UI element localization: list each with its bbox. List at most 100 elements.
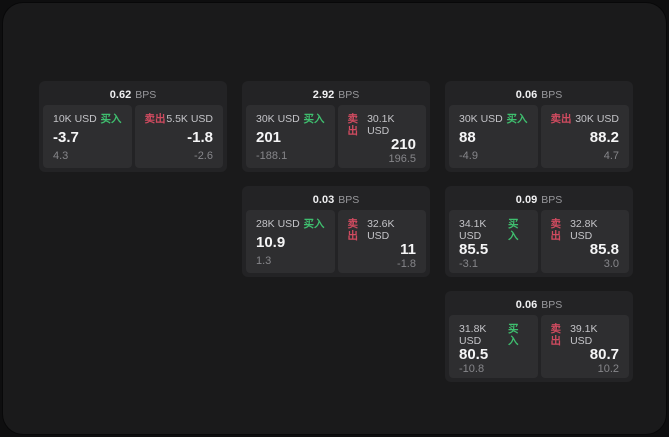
buy-price: 201 [256, 128, 282, 146]
card-header: 0.03 BPS [246, 190, 426, 210]
quote-panels: 34.1K USD 买入 85.5 -3.1 卖出 32.8K USD 85.8… [449, 210, 629, 273]
bps-unit-label: BPS [541, 89, 563, 101]
buy-panel-top: 31.8K USD 买入 [459, 323, 528, 347]
buy-sub-value: -188.1 [256, 150, 288, 162]
sell-price: 80.7 [589, 346, 619, 363]
buy-amount: 34.1K USD [459, 218, 487, 242]
sell-price: 88.2 [589, 128, 619, 146]
sell-panel[interactable]: 卖出 30K USD 88.2 4.7 [540, 105, 629, 168]
sell-sub-value: 10.2 [597, 363, 619, 375]
bps-value: 0.06 [515, 89, 538, 101]
buy-amount: 31.8K USD [459, 323, 487, 347]
buy-sub-value: 4.3 [53, 150, 69, 162]
sell-price: 11 [400, 241, 416, 258]
buy-price: 10.9 [256, 233, 286, 251]
quote-card: 0.62 BPS 10K USD 买入 -3.7 4.3 卖出 5.5K USD [39, 81, 227, 172]
buy-side-label: 买入 [506, 113, 528, 125]
sell-panel[interactable]: 卖出 30.1K USD 210 196.5 [337, 105, 426, 168]
quote-card: 0.06 BPS 30K USD 买入 88 -4.9 卖出 30K USD [445, 81, 633, 172]
buy-panel[interactable]: 31.8K USD 买入 80.5 -10.8 [449, 315, 538, 378]
quote-card: 2.92 BPS 30K USD 买入 201 -188.1 卖出 30.1K U… [242, 81, 430, 172]
sell-price: 85.8 [589, 241, 619, 258]
quote-panels: 10K USD 买入 -3.7 4.3 卖出 5.5K USD -1.8 -2.… [43, 105, 223, 168]
sell-panel-top: 卖出 32.6K USD [348, 218, 417, 242]
quote-card: 0.09 BPS 34.1K USD 买入 85.5 -3.1 卖出 32.8K … [445, 186, 633, 277]
card-header: 2.92 BPS [246, 85, 426, 105]
bps-value: 2.92 [312, 89, 335, 101]
bps-unit-label: BPS [541, 299, 563, 311]
sell-sub-value: 3.0 [603, 258, 619, 270]
buy-panel[interactable]: 10K USD 买入 -3.7 4.3 [43, 105, 132, 168]
buy-amount: 10K USD [53, 113, 97, 125]
buy-panel-top: 10K USD 买入 [53, 113, 122, 125]
buy-panel[interactable]: 30K USD 买入 88 -4.9 [449, 105, 538, 168]
card-header: 0.06 BPS [449, 295, 629, 315]
buy-side-label: 买入 [507, 323, 519, 347]
buy-panel-top: 30K USD 买入 [256, 113, 325, 125]
buy-price: 88 [459, 128, 476, 146]
buy-sub-value: -4.9 [459, 150, 478, 162]
sell-side-label: 卖出 [347, 218, 359, 242]
bps-value: 0.03 [312, 194, 335, 206]
sell-sub-value: 4.7 [603, 150, 619, 162]
buy-price: 85.5 [459, 241, 489, 258]
sell-side-label: 卖出 [550, 323, 562, 347]
sell-amount: 32.8K USD [570, 218, 598, 242]
sell-panel[interactable]: 卖出 32.8K USD 85.8 3.0 [540, 210, 629, 273]
buy-sub-value: -10.8 [459, 363, 485, 375]
buy-side-label: 买入 [100, 113, 122, 125]
buy-sub-value: 1.3 [256, 255, 272, 267]
buy-amount: 28K USD [256, 218, 300, 230]
buy-panel[interactable]: 30K USD 买入 201 -188.1 [246, 105, 335, 168]
quote-panels: 30K USD 买入 88 -4.9 卖出 30K USD 88.2 4.7 [449, 105, 629, 168]
sell-panel-top: 卖出 32.8K USD [551, 218, 620, 242]
sell-price: 210 [390, 136, 416, 153]
sell-amount: 32.6K USD [367, 218, 395, 242]
quote-panels: 28K USD 买入 10.9 1.3 卖出 32.6K USD 11 -1.8 [246, 210, 426, 273]
buy-price: 80.5 [459, 346, 489, 363]
bps-unit-label: BPS [135, 89, 157, 101]
bps-unit-label: BPS [338, 89, 360, 101]
bps-unit-label: BPS [541, 194, 563, 206]
bps-value: 0.06 [515, 299, 538, 311]
sell-side-label: 卖出 [144, 113, 166, 125]
sell-side-label: 卖出 [550, 218, 562, 242]
bps-value: 0.09 [515, 194, 538, 206]
sell-sub-value: 196.5 [388, 153, 416, 165]
buy-sub-value: -3.1 [459, 258, 478, 270]
quote-card-grid: 0.62 BPS 10K USD 买入 -3.7 4.3 卖出 5.5K USD [39, 81, 633, 382]
buy-amount: 30K USD [256, 113, 300, 125]
bps-value: 0.62 [109, 89, 132, 101]
card-header: 0.06 BPS [449, 85, 629, 105]
app-window: 0.62 BPS 10K USD 买入 -3.7 4.3 卖出 5.5K USD [3, 3, 666, 434]
sell-side-label: 卖出 [550, 113, 572, 125]
buy-panel-top: 30K USD 买入 [459, 113, 528, 125]
buy-side-label: 买入 [303, 113, 325, 125]
sell-amount: 39.1K USD [570, 323, 598, 347]
buy-side-label: 买入 [303, 218, 325, 230]
quote-panels: 31.8K USD 买入 80.5 -10.8 卖出 39.1K USD 80.… [449, 315, 629, 378]
sell-panel[interactable]: 卖出 39.1K USD 80.7 10.2 [540, 315, 629, 378]
sell-panel-top: 卖出 30.1K USD [348, 113, 417, 137]
card-header: 0.09 BPS [449, 190, 629, 210]
sell-side-label: 卖出 [347, 113, 359, 137]
sell-panel-top: 卖出 5.5K USD [145, 113, 214, 125]
sell-panel-top: 卖出 39.1K USD [551, 323, 620, 347]
quote-card: 0.06 BPS 31.8K USD 买入 80.5 -10.8 卖出 39.1K… [445, 291, 633, 382]
sell-panel[interactable]: 卖出 32.6K USD 11 -1.8 [337, 210, 426, 273]
quote-card: 0.03 BPS 28K USD 买入 10.9 1.3 卖出 32.6K USD [242, 186, 430, 277]
buy-panel[interactable]: 28K USD 买入 10.9 1.3 [246, 210, 335, 273]
sell-amount: 30K USD [575, 113, 619, 125]
buy-panel[interactable]: 34.1K USD 买入 85.5 -3.1 [449, 210, 538, 273]
buy-panel-top: 34.1K USD 买入 [459, 218, 528, 242]
sell-panel[interactable]: 卖出 5.5K USD -1.8 -2.6 [134, 105, 223, 168]
buy-price: -3.7 [53, 128, 79, 146]
buy-amount: 30K USD [459, 113, 503, 125]
sell-price: -1.8 [187, 128, 213, 146]
quote-panels: 30K USD 买入 201 -188.1 卖出 30.1K USD 210 1… [246, 105, 426, 168]
sell-panel-top: 卖出 30K USD [551, 113, 620, 125]
buy-side-label: 买入 [507, 218, 519, 242]
sell-amount: 5.5K USD [166, 113, 213, 125]
buy-panel-top: 28K USD 买入 [256, 218, 325, 230]
sell-amount: 30.1K USD [367, 113, 395, 137]
